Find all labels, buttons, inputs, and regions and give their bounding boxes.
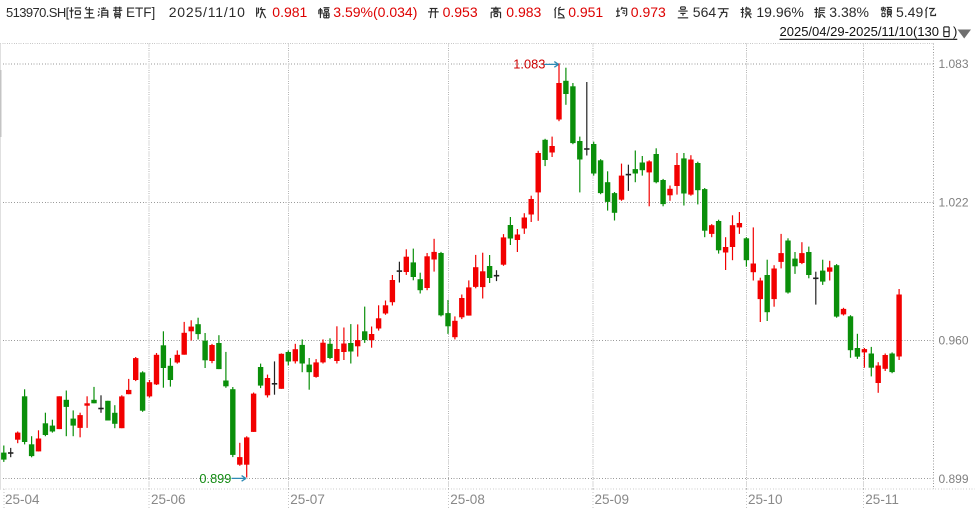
svg-text:3.59%(0.034): 3.59%(0.034) bbox=[333, 4, 417, 20]
svg-text:1.022: 1.022 bbox=[939, 196, 969, 210]
svg-text:1.083: 1.083 bbox=[513, 57, 545, 72]
svg-text:ETF]: ETF] bbox=[126, 5, 155, 20]
svg-text:25-10: 25-10 bbox=[748, 492, 783, 507]
svg-text:1.083: 1.083 bbox=[939, 57, 969, 71]
svg-text:25-07: 25-07 bbox=[290, 492, 325, 507]
svg-text:0.973: 0.973 bbox=[631, 4, 666, 20]
svg-text:0.899: 0.899 bbox=[199, 471, 231, 486]
svg-text:25-11: 25-11 bbox=[865, 492, 899, 507]
svg-text:25-06: 25-06 bbox=[151, 492, 186, 507]
svg-text:0.960: 0.960 bbox=[939, 334, 969, 348]
svg-text:2025/04/29-2025/11/10(130: 2025/04/29-2025/11/10(130 bbox=[780, 24, 940, 39]
svg-text:0.899: 0.899 bbox=[939, 472, 969, 486]
svg-text:513970.SH[: 513970.SH[ bbox=[6, 5, 70, 20]
svg-text:0.983: 0.983 bbox=[506, 4, 541, 20]
svg-text:5.49: 5.49 bbox=[896, 4, 923, 20]
svg-text:0.951: 0.951 bbox=[568, 4, 603, 20]
svg-text:19.96%: 19.96% bbox=[756, 4, 803, 20]
svg-text:3.38%: 3.38% bbox=[829, 4, 869, 20]
svg-text:25-09: 25-09 bbox=[595, 492, 630, 507]
svg-text:564: 564 bbox=[693, 4, 717, 20]
svg-text:25-04: 25-04 bbox=[5, 492, 40, 507]
svg-text:0.953: 0.953 bbox=[443, 4, 478, 20]
svg-text:): ) bbox=[953, 24, 957, 39]
svg-text:25-08: 25-08 bbox=[450, 492, 485, 507]
svg-text:2025/11/10: 2025/11/10 bbox=[169, 4, 246, 20]
svg-text:0.981: 0.981 bbox=[272, 4, 307, 20]
